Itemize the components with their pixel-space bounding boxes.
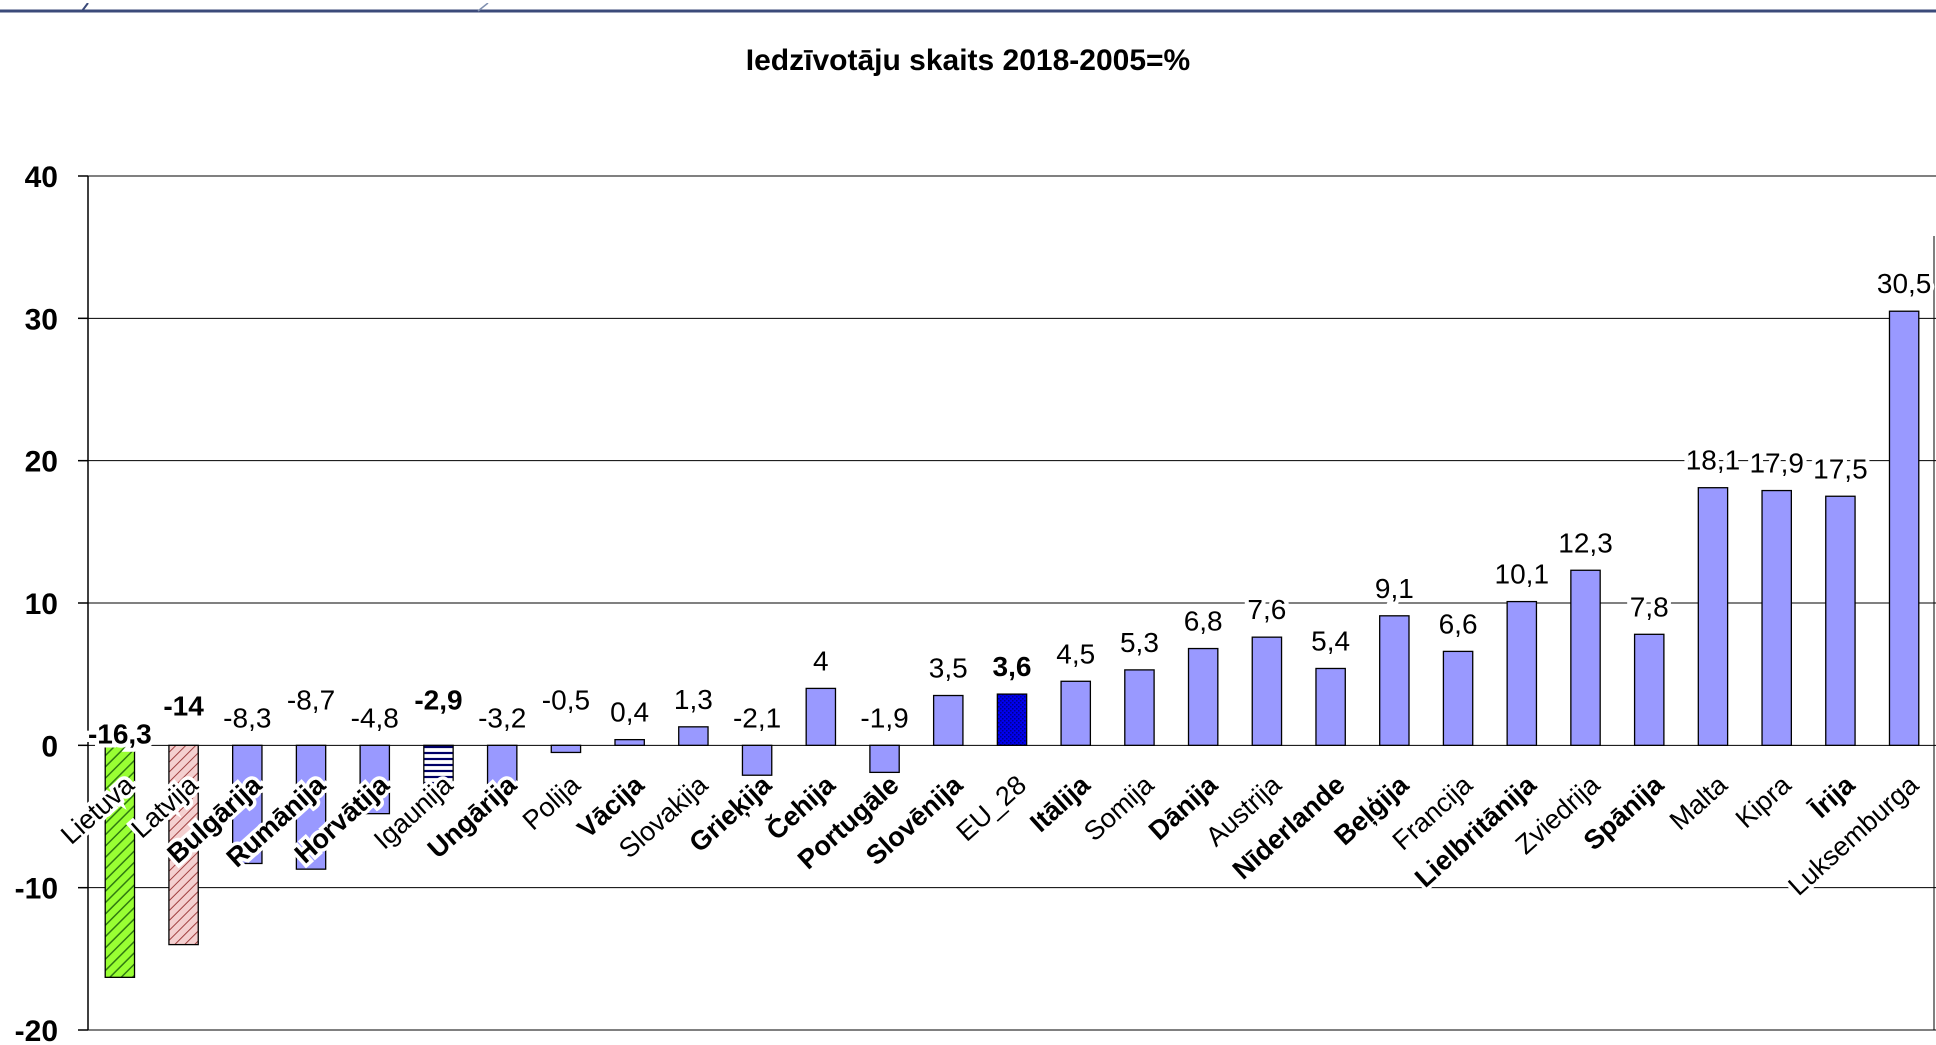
data-label: 7,8 (1630, 591, 1669, 622)
y-tick-label: -20 (15, 1015, 58, 1045)
data-label: 12,3 (1558, 527, 1613, 558)
data-label: -8,3 (223, 702, 271, 733)
data-label: 7,6 (1247, 594, 1286, 625)
bar-Slovēnija (932, 694, 964, 746)
data-label: -3,2 (478, 702, 526, 733)
data-label: -4,8 (351, 702, 399, 733)
data-label: 17,9 (1749, 448, 1804, 479)
data-label: 4,5 (1056, 638, 1095, 669)
bar-Vācija (614, 738, 645, 746)
data-label: 3,5 (929, 653, 968, 684)
data-label: -2,9 (414, 684, 462, 715)
data-label: -2,1 (733, 702, 781, 733)
bar-Portugāle (869, 744, 900, 774)
bar-Somija (1124, 669, 1155, 746)
bar-Slovakija (678, 726, 709, 746)
top-window-strip (0, 0, 1936, 13)
data-label: 3,6 (993, 651, 1032, 682)
data-label: -0,5 (542, 684, 590, 715)
bar-Itālija (1060, 680, 1092, 746)
y-tick-label: 20 (25, 446, 58, 479)
bar-Malta (1697, 487, 1729, 746)
bar-Polija (550, 744, 582, 754)
data-label: 10,1 (1495, 559, 1550, 590)
data-label: 30,5 (1877, 268, 1932, 299)
grid-lines (88, 175, 1936, 1031)
data-label: -16,3 (88, 718, 152, 749)
data-label: 17,5 (1813, 453, 1868, 484)
data-label: 5,3 (1120, 627, 1159, 658)
bar-Dānija (1187, 647, 1219, 746)
data-label: 1,3 (674, 684, 713, 715)
bar-EU_28 (996, 693, 1028, 746)
y-tick-label: 30 (25, 303, 58, 336)
bar-Zviedrija (1570, 569, 1601, 746)
data-label: 4 (813, 645, 829, 676)
bar-Īrija (1825, 495, 1856, 746)
bar-Spānija (1633, 633, 1665, 746)
category-label: Somija (1078, 769, 1160, 847)
bar-Austrija (1251, 636, 1283, 746)
bar-Čehija (805, 687, 837, 746)
data-label: -14 (163, 690, 204, 721)
chart-title: Iedzīvotāju skaits 2018-2005=% (745, 44, 1191, 77)
bars (104, 310, 1920, 978)
data-label: 6,6 (1439, 608, 1478, 639)
top-strip-graphic (0, 2, 1936, 13)
bar-Beļģija (1379, 615, 1410, 746)
data-labels: -16,3 -14 -8,3 -8,7 -4,8 -2,9 -3,2 -0,5 0,4 1,3 -2… (84, 264, 1935, 753)
axes (78, 175, 1935, 1031)
data-label: 0,4 (610, 697, 649, 728)
bar-Nīderlande (1315, 667, 1346, 746)
y-tick-label: 10 (25, 588, 58, 621)
category-label: Kipra (1730, 769, 1798, 834)
y-tick-label: 0 (41, 730, 58, 763)
data-label: 9,1 (1375, 573, 1414, 604)
data-label: -1,9 (860, 702, 908, 733)
y-tick-labels: 40 30 20 10 0 -10 -20 (15, 161, 58, 1045)
y-tick-label: 40 (25, 161, 58, 194)
bar-Horvātija (359, 744, 391, 815)
data-label: 18,1 (1686, 445, 1741, 476)
bar-Luksemburga (1888, 310, 1920, 746)
category-labels: LietuvaLatvijaBulgārijaRumānijaHorvātija… (52, 765, 1929, 905)
bar-Bulgārija (232, 744, 263, 865)
bar-Igaunija (423, 744, 454, 788)
data-label: -8,7 (287, 684, 335, 715)
bar-Rumānija (295, 744, 327, 870)
bar-Lielbritānija (1506, 600, 1538, 746)
bar-Latvija (168, 744, 199, 946)
data-label: 6,8 (1184, 606, 1223, 637)
category-label: EU_28 (951, 769, 1032, 847)
bar-Kipra (1761, 489, 1792, 746)
bar-Ungārija (486, 744, 518, 792)
category-label: Malta (1664, 769, 1734, 836)
y-tick-label: -10 (15, 873, 58, 906)
data-label: 5,4 (1311, 625, 1350, 656)
bar-Grieķija (741, 744, 773, 776)
bar-Francija (1442, 650, 1474, 746)
bar-Lietuva (104, 744, 136, 978)
